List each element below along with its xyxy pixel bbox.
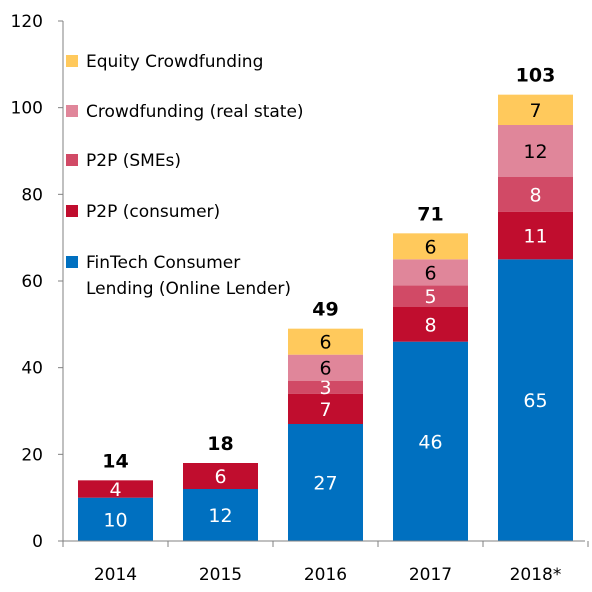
bar-segment (393, 307, 468, 342)
bar-total-label: 14 (102, 450, 128, 472)
bar-value-label: 6 (214, 466, 226, 488)
bar-value-label: 3 (319, 377, 331, 399)
x-tick-label: 2014 (94, 565, 137, 585)
bar-segment (78, 497, 153, 541)
y-tick-label: 0 (32, 532, 43, 552)
legend-label: P2P (SMEs) (86, 151, 181, 171)
bar-value-label: 11 (523, 226, 547, 248)
bar-segment (498, 177, 573, 212)
legend-label: FinTech Consumer Lending (Online Lender) (86, 253, 291, 299)
bar-value-label: 7 (319, 399, 331, 421)
bar-segment (498, 94, 573, 125)
bar-segment (183, 489, 258, 541)
y-tick-label: 80 (21, 185, 43, 205)
legend-swatch (66, 105, 78, 117)
bar-value-label: 4 (109, 479, 121, 501)
bar-segment (498, 211, 573, 260)
x-tick-label: 2017 (409, 565, 452, 585)
x-tick-label: 2018* (510, 565, 562, 585)
bar-value-label: 12 (208, 505, 232, 527)
bar-value-label: 46 (418, 431, 442, 453)
bar-segment (393, 259, 468, 286)
y-tick-label: 60 (21, 272, 43, 292)
x-tick-label: 2016 (304, 565, 347, 585)
bar-value-label: 6 (424, 262, 436, 284)
bar-value-label: 6 (319, 358, 331, 380)
bar-value-label: 12 (523, 141, 547, 163)
legend-swatch (66, 205, 78, 217)
y-tick-label: 40 (21, 359, 43, 379)
bar-value-label: 27 (313, 473, 337, 495)
legend-label: Equity Crowdfunding (86, 52, 263, 72)
bar-value-label: 8 (529, 184, 541, 206)
bar-value-label: 6 (319, 332, 331, 354)
legend-swatch (66, 256, 78, 268)
legend-label: Crowdfunding (real state) (86, 102, 304, 122)
bar-segment (393, 285, 468, 307)
bar-total-label: 49 (312, 299, 338, 321)
bar-value-label: 5 (424, 286, 436, 308)
bar-segment (498, 259, 573, 541)
bar-segment (183, 463, 258, 489)
y-tick-label: 20 (21, 445, 43, 465)
legend-swatch (66, 154, 78, 166)
y-tick-label: 120 (11, 12, 43, 32)
bar-segment (78, 480, 153, 498)
bar-segment (498, 125, 573, 177)
bar-total-label: 103 (516, 65, 556, 87)
bar-segment (393, 341, 468, 541)
axes: 0 20 40 60 80 100 120 2014 2015 2016 2017 2018* (11, 12, 589, 585)
y-tick-label: 100 (11, 99, 43, 119)
bar-value-label: 7 (529, 100, 541, 122)
bar-value-label: 65 (523, 390, 547, 412)
bar-segment (288, 354, 363, 381)
bar-total-label: 18 (207, 433, 233, 455)
bar-value-label: 10 (103, 509, 127, 531)
bar-segment (288, 393, 363, 424)
bar-segment (393, 233, 468, 260)
bar-total-label: 71 (417, 203, 443, 225)
x-tick-label: 2015 (199, 565, 242, 585)
legend-label: P2P (consumer) (86, 202, 220, 222)
bar-value-label: 8 (424, 314, 436, 336)
bar-segment (288, 424, 363, 541)
legend-swatch (66, 55, 78, 67)
bar-segment (288, 380, 363, 394)
bar-segment (288, 328, 363, 355)
bar-value-label: 6 (424, 236, 436, 258)
legend: Equity Crowdfunding Crowdfunding (real st… (66, 52, 304, 299)
